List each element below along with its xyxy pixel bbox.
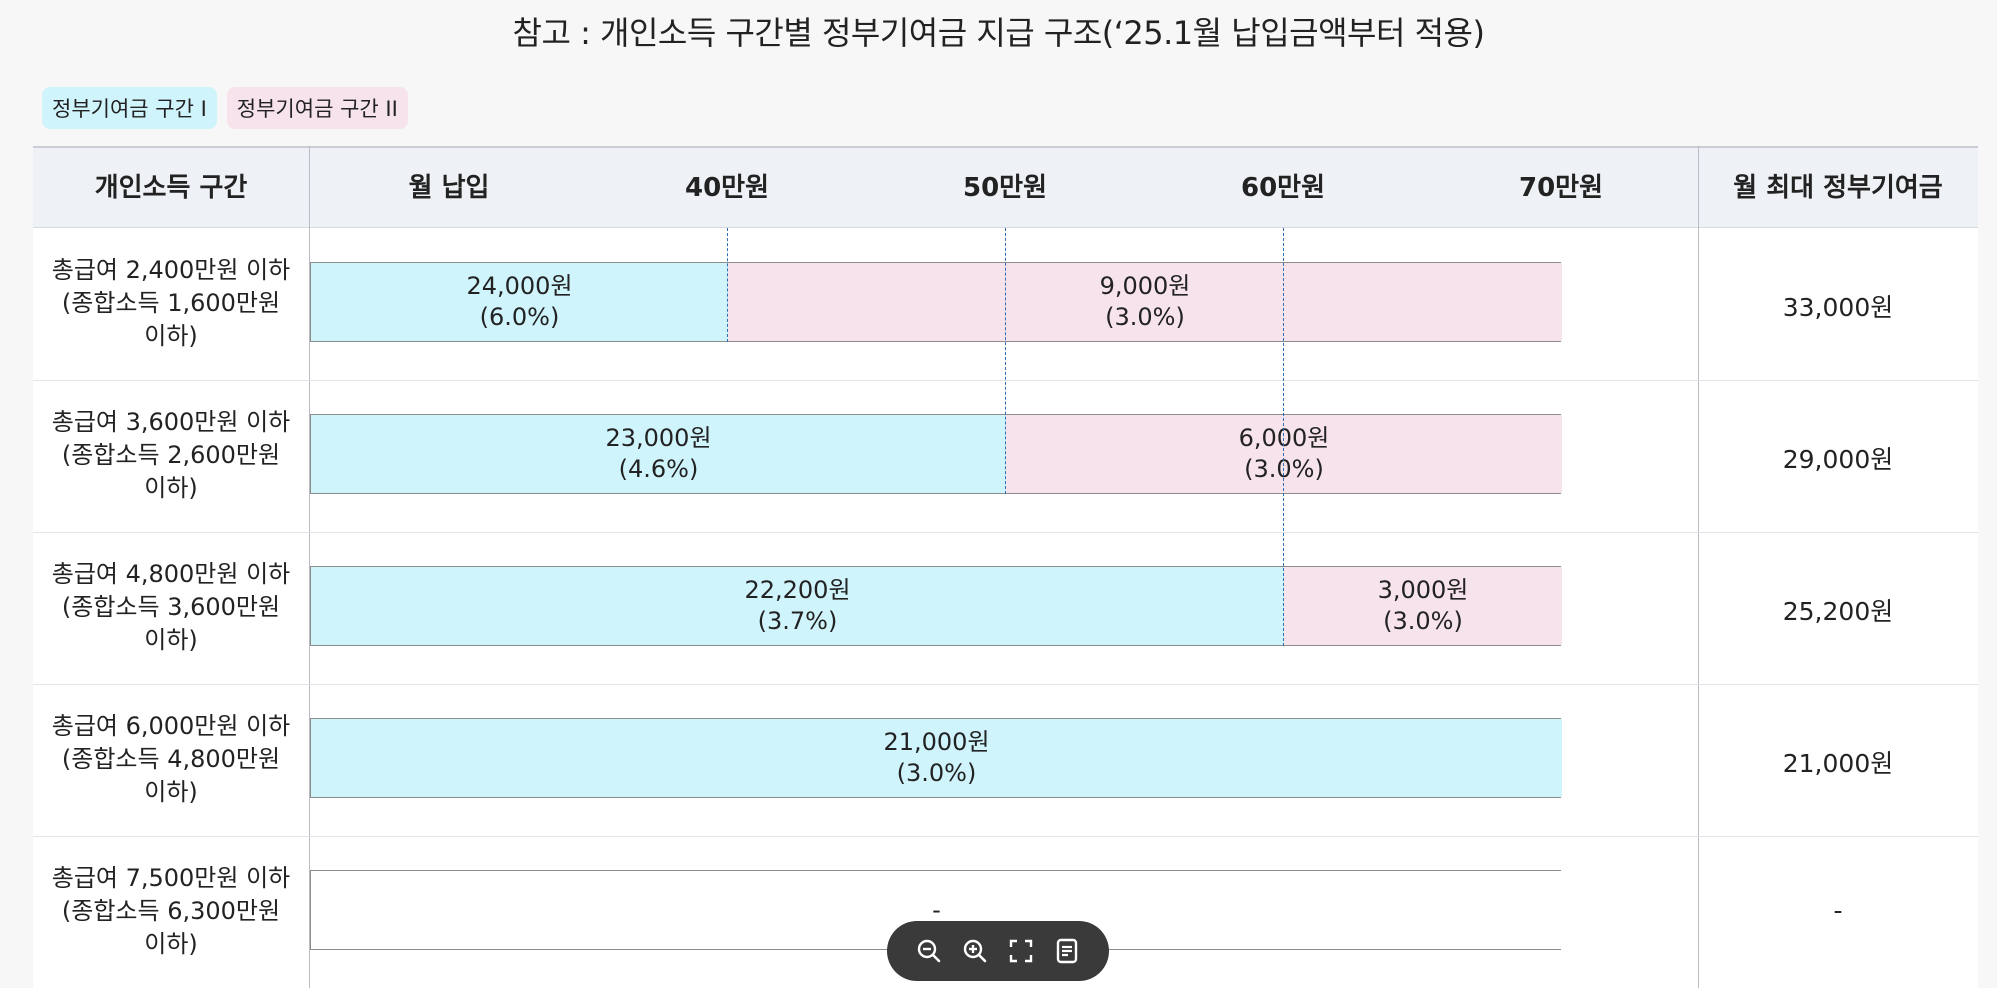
tier-2-segment: 6,000원 (3.0%) bbox=[1006, 415, 1562, 493]
income-bracket-line: 총급여 2,400만원 이하 bbox=[51, 256, 291, 284]
viewer-toolbar bbox=[887, 921, 1109, 981]
max-contribution-value: 25,200원 bbox=[1782, 597, 1894, 626]
x-tick-label: 60만원 bbox=[1240, 173, 1326, 203]
income-bracket-line: (종합소득 6,300만원 bbox=[61, 897, 281, 925]
row-separator bbox=[33, 836, 1978, 837]
segment-amount: 3,000원 bbox=[1377, 576, 1469, 604]
tier-1-segment: 21,000원 (3.0%) bbox=[311, 719, 1562, 797]
x-tick-label: 70만원 bbox=[1518, 173, 1604, 203]
document-icon bbox=[1056, 938, 1078, 964]
segment-rate: (4.6%) bbox=[618, 455, 699, 483]
income-bracket-line: 이하) bbox=[144, 322, 198, 350]
tier-1-segment: 22,200원 (3.7%) bbox=[311, 567, 1284, 645]
segment-amount: 23,000원 bbox=[605, 424, 712, 452]
segment-amount: 21,000원 bbox=[883, 728, 990, 756]
contribution-table: 개인소득 구간 월 납입 월 최대 정부기여금 40만원 50만원 60만원 70만원… bbox=[33, 146, 1978, 988]
row-separator bbox=[33, 532, 1978, 533]
fullscreen-button[interactable] bbox=[1005, 935, 1037, 967]
max-contribution-value: 29,000원 bbox=[1782, 445, 1894, 474]
income-bracket-line: (종합소득 1,600만원 bbox=[61, 289, 281, 317]
legend-tier-1: 정부기여금 구간 I bbox=[42, 87, 217, 129]
tier-2-segment: 9,000원 (3.0%) bbox=[728, 263, 1562, 341]
fullscreen-icon bbox=[1009, 939, 1033, 963]
income-bracket-line: 총급여 3,600만원 이하 bbox=[51, 408, 291, 436]
income-bracket-line: 총급여 6,000만원 이하 bbox=[51, 712, 291, 740]
page-title: 참고 : 개인소득 구간별 정부기여금 지급 구조(‘25.1월 납입금액부터 … bbox=[512, 14, 1485, 52]
column-divider bbox=[1698, 146, 1699, 988]
document-button[interactable] bbox=[1051, 935, 1083, 967]
income-bracket-line: (종합소득 4,800만원 bbox=[61, 745, 281, 773]
table-header: 개인소득 구간 월 납입 월 최대 정부기여금 40만원 50만원 60만원 70만원 bbox=[33, 146, 1978, 228]
income-bracket-line: (종합소득 2,600만원 bbox=[61, 441, 281, 469]
zoom-in-icon bbox=[963, 939, 987, 963]
tier-1-segment: 24,000원 (6.0%) bbox=[311, 263, 728, 341]
segment-rate: (3.0%) bbox=[896, 759, 977, 787]
segment-rate: (6.0%) bbox=[479, 303, 560, 331]
x-tick-label: 50만원 bbox=[962, 173, 1048, 203]
tier-boundary-guide bbox=[1005, 228, 1006, 494]
column-divider bbox=[309, 146, 310, 988]
tier-1-segment: 23,000원 (4.6%) bbox=[311, 415, 1006, 493]
contribution-bar: 21,000원 (3.0%) bbox=[310, 718, 1562, 798]
income-bracket-line: 총급여 7,500만원 이하 bbox=[51, 864, 291, 892]
segment-rate: (3.0%) bbox=[1383, 607, 1463, 635]
segment-amount: - bbox=[932, 895, 941, 924]
segment-amount: 9,000원 bbox=[1099, 272, 1191, 300]
max-contribution-value: 21,000원 bbox=[1782, 749, 1894, 778]
contribution-bar: 22,200원 (3.7%) 3,000원 (3.0%) bbox=[310, 566, 1562, 646]
row-separator bbox=[33, 684, 1978, 685]
income-bracket-line: 이하) bbox=[144, 930, 198, 958]
tier-boundary-guide bbox=[727, 228, 728, 342]
income-bracket-line: 이하) bbox=[144, 626, 198, 654]
max-contribution-value: 33,000원 bbox=[1782, 293, 1894, 322]
legend: 정부기여금 구간 I 정부기여금 구간 II bbox=[42, 87, 408, 129]
contribution-bar: 24,000원 (6.0%) 9,000원 (3.0%) bbox=[310, 262, 1562, 342]
zoom-out-icon bbox=[917, 939, 941, 963]
segment-rate: (3.7%) bbox=[757, 607, 838, 635]
contribution-bar: 23,000원 (4.6%) 6,000원 (3.0%) bbox=[310, 414, 1562, 494]
legend-tier-2: 정부기여금 구간 II bbox=[226, 87, 408, 129]
zoom-in-button[interactable] bbox=[959, 935, 991, 967]
segment-amount: 22,200원 bbox=[744, 576, 851, 604]
header-max-contribution: 월 최대 정부기여금 bbox=[1733, 173, 1943, 203]
segment-amount: 24,000원 bbox=[466, 272, 573, 300]
header-monthly: 월 납입 bbox=[408, 173, 490, 203]
header-income: 개인소득 구간 bbox=[94, 173, 248, 203]
x-tick-label: 40만원 bbox=[684, 173, 770, 203]
segment-rate: (3.0%) bbox=[1105, 303, 1185, 331]
income-bracket-line: (종합소득 3,600만원 bbox=[61, 593, 281, 621]
income-bracket-line: 이하) bbox=[144, 778, 198, 806]
tier-2-segment: 3,000원 (3.0%) bbox=[1284, 567, 1562, 645]
tier-boundary-guide bbox=[1283, 228, 1284, 646]
zoom-out-button[interactable] bbox=[913, 935, 945, 967]
income-bracket-line: 총급여 4,800만원 이하 bbox=[51, 560, 291, 588]
income-bracket-line: 이하) bbox=[144, 474, 198, 502]
max-contribution-value: - bbox=[1833, 896, 1843, 925]
